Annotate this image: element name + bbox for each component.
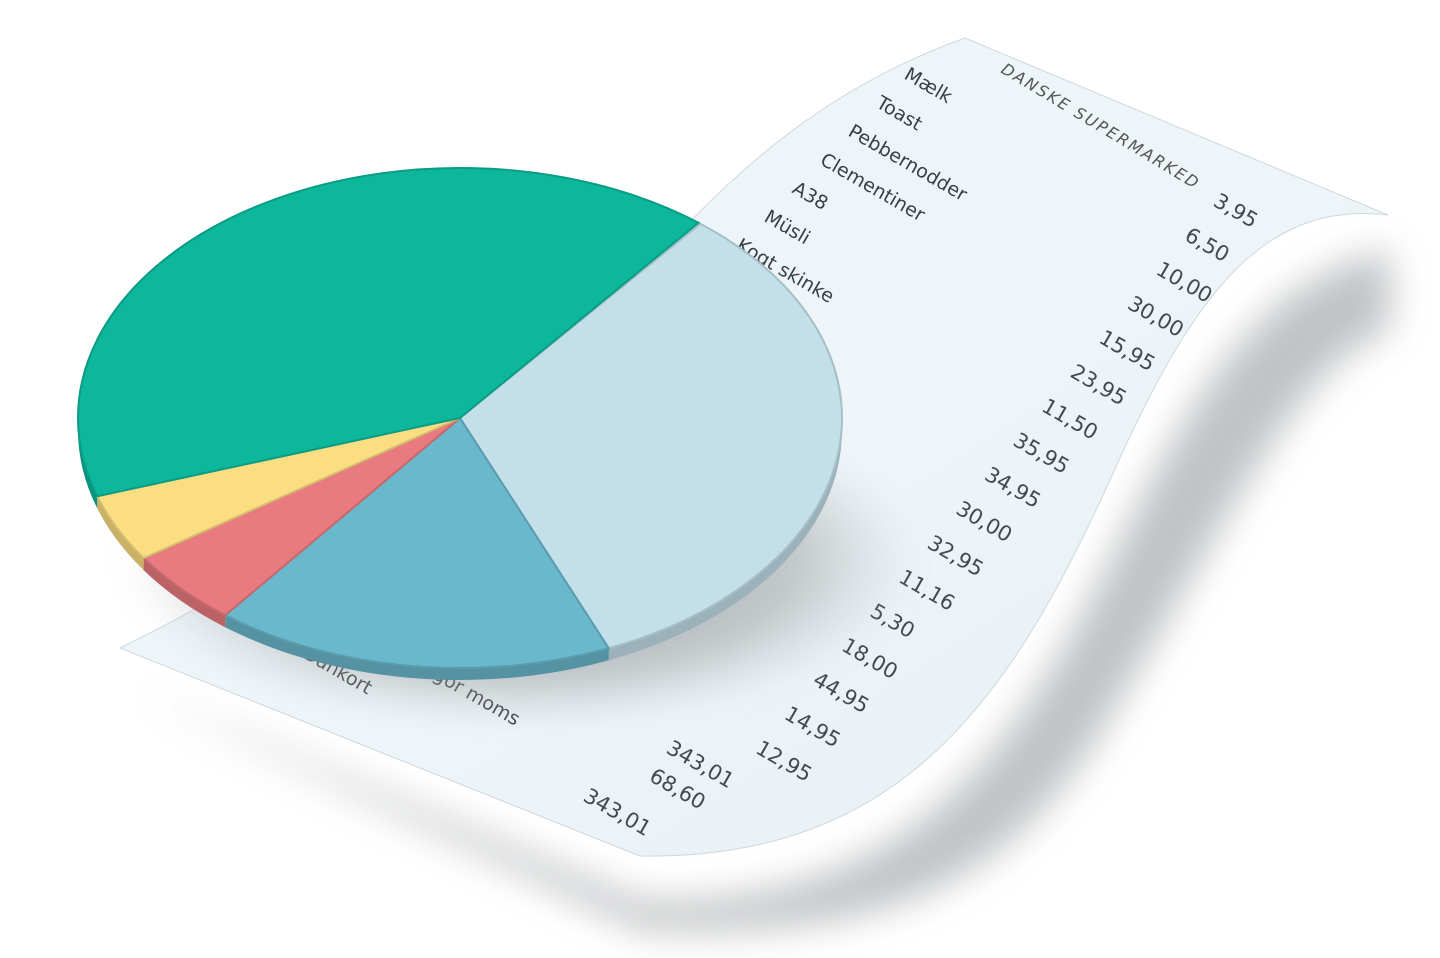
pie-slice-1 [458,222,843,650]
receipt-shadow [140,250,1390,932]
pie-slice-2 [223,416,611,669]
pie-slice-side [78,418,98,509]
pie-chart [77,167,843,681]
pie-slice-side [143,558,226,628]
pie-slice-5 [77,167,701,498]
